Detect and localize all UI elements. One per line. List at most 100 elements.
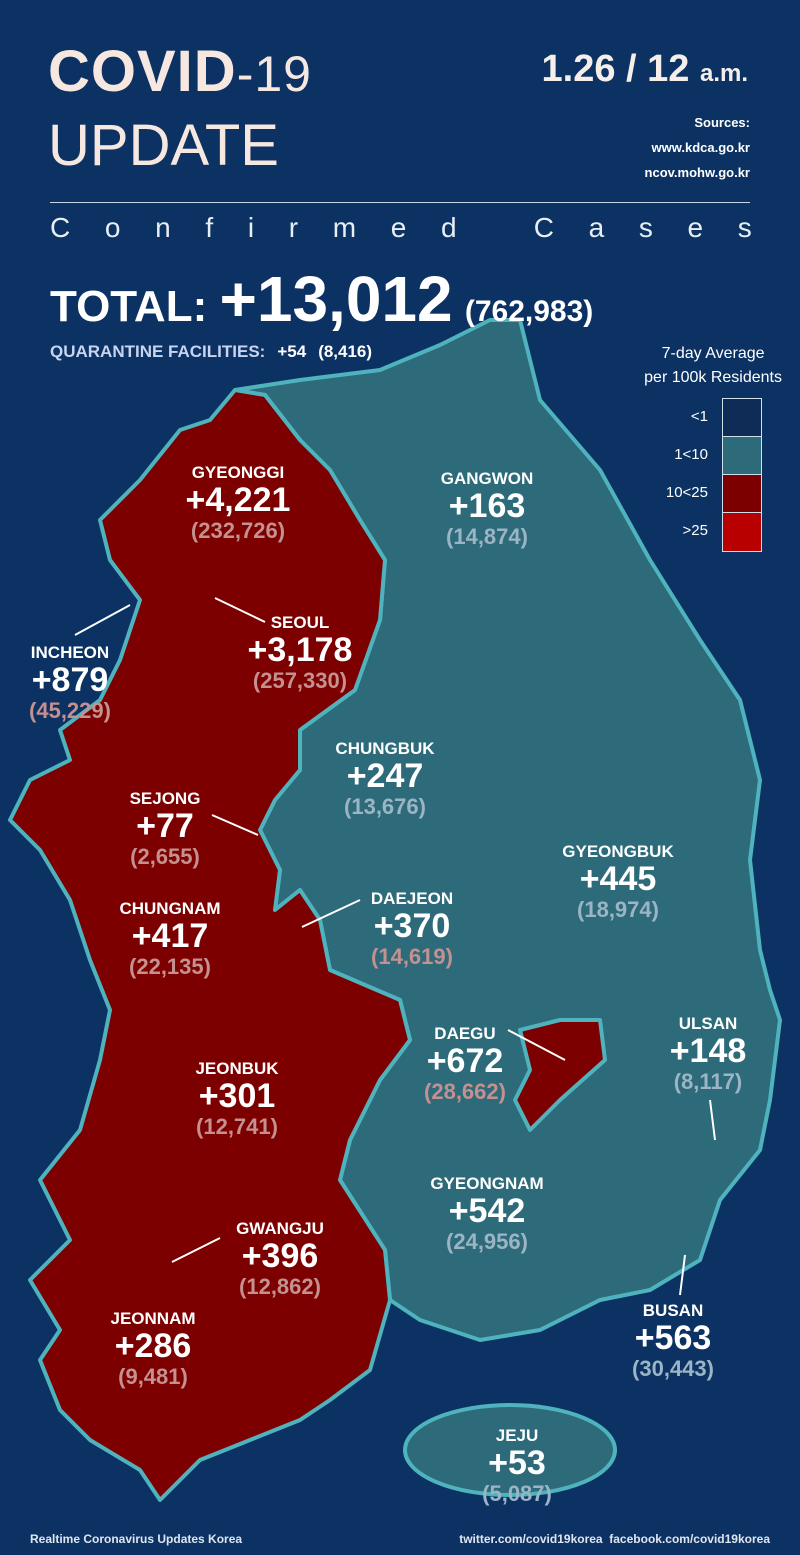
region-total: (13,676) [344, 794, 426, 819]
source-link[interactable]: www.kdca.go.kr [651, 140, 751, 155]
sources: Sources: www.kdca.go.kr ncov.mohw.go.kr [645, 110, 750, 185]
region-gyeonggi: GYEONGGI +4,221 (232,726) [186, 464, 291, 542]
heading-letter: f [205, 212, 214, 243]
region-incheon: INCHEON +879 (45,229) [29, 644, 111, 722]
region-new: +163 [448, 487, 526, 525]
region-total: (28,662) [424, 1079, 506, 1104]
region-gyeongbuk: GYEONGBUK +445 (18,974) [562, 843, 673, 921]
legend-label: <1 [690, 408, 708, 425]
region-new: +563 [634, 1319, 712, 1357]
region-daegu: DAEGU +672 (28,662) [424, 1025, 506, 1103]
region-gyeongnam: GYEONGNAM +542 (24,956) [430, 1175, 543, 1253]
region-total: (2,655) [130, 844, 200, 869]
region-name: SEJONG [129, 789, 201, 808]
heading-letter: m [332, 212, 357, 243]
region-gangwon: GANGWON +163 (14,874) [441, 470, 534, 548]
region-new: +542 [448, 1192, 526, 1230]
region-new: +286 [114, 1327, 192, 1365]
region-new: +672 [426, 1042, 504, 1080]
region-ulsan: ULSAN +148 (8,117) [670, 1015, 747, 1093]
heading-letter: r [288, 212, 299, 243]
region-jeju: JEJU +53 (5,087) [482, 1427, 552, 1505]
legend-label: 1<10 [674, 446, 708, 463]
subtitle: UPDATE [48, 113, 279, 178]
heading-letter: a [588, 212, 605, 243]
leader-incheon [74, 604, 131, 636]
region-new: +247 [346, 757, 424, 795]
region-name: ULSAN [678, 1014, 738, 1033]
region-total: (12,862) [239, 1274, 321, 1299]
heading-letter: n [155, 212, 171, 243]
leader-ulsan [709, 1099, 716, 1141]
region-name: CHUNGBUK [335, 739, 435, 758]
region-new: +417 [131, 917, 209, 955]
region-name: GYEONGBUK [562, 842, 674, 861]
legend-swatches [722, 398, 762, 552]
region-new: +301 [198, 1077, 276, 1115]
region-jeonnam: JEONNAM +286 (9,481) [110, 1310, 195, 1388]
heading-letter: e [687, 212, 704, 243]
date: 1.26 / 12 a.m. [541, 48, 749, 90]
region-busan: BUSAN +563 (30,443) [632, 1302, 714, 1380]
region-total: (24,956) [446, 1229, 528, 1254]
legend-label: 10<25 [665, 484, 708, 501]
legend-swatch [723, 399, 761, 437]
title: COVID-19 [48, 39, 312, 104]
region-gwangju: GWANGJU +396 (12,862) [236, 1220, 324, 1298]
heading-letter: o [104, 212, 121, 243]
region-name: DAEJEON [370, 889, 454, 908]
legend-swatch [723, 475, 761, 513]
source-link[interactable]: ncov.mohw.go.kr [644, 165, 750, 180]
region-name: JEONNAM [110, 1309, 196, 1328]
heading-letter: e [390, 212, 407, 243]
heading-letter: s [638, 212, 653, 243]
leader-daegu [507, 1029, 566, 1061]
region-new: +4,221 [185, 481, 291, 519]
region-name: CHUNGNAM [119, 899, 221, 918]
sources-label: Sources: [694, 115, 750, 130]
region-new: +396 [241, 1237, 319, 1275]
region-total: (232,726) [190, 518, 286, 543]
region-name: JEONBUK [195, 1059, 279, 1078]
region-jeonbuk: JEONBUK +301 (12,741) [195, 1060, 278, 1138]
map-region-west [8, 388, 412, 1502]
region-name: GWANGJU [236, 1219, 324, 1238]
region-name: GANGWON [440, 469, 534, 488]
region-name: GYEONGGI [191, 463, 285, 482]
region-new: +77 [136, 807, 194, 845]
region-chungbuk: CHUNGBUK +247 (13,676) [335, 740, 434, 818]
region-new: +879 [31, 661, 109, 699]
region-name: DAEGU [434, 1024, 496, 1043]
region-name: SEOUL [270, 613, 330, 632]
region-new: +445 [579, 860, 657, 898]
region-total: (14,619) [371, 944, 453, 969]
region-new: +53 [488, 1444, 546, 1482]
region-new: +3,178 [247, 631, 353, 669]
region-sejong: SEJONG +77 (2,655) [130, 790, 201, 868]
region-total: (30,443) [632, 1356, 714, 1381]
footer-right[interactable]: twitter.com/covid19korea facebook.com/co… [459, 1532, 770, 1546]
legend-swatch [723, 513, 761, 551]
leader-daejeon [301, 899, 361, 928]
region-total: (8,117) [673, 1069, 743, 1094]
region-total: (45,229) [29, 698, 111, 723]
divider [50, 202, 750, 203]
region-name: INCHEON [30, 643, 110, 662]
heading-letter: d [441, 212, 457, 243]
leader-busan [679, 1254, 686, 1296]
region-total: (14,874) [446, 524, 528, 549]
map-region-jeju [403, 1403, 617, 1497]
total: TOTAL: +13,012 (762,983) [50, 263, 594, 335]
region-name: BUSAN [642, 1301, 704, 1320]
region-name: GYEONGNAM [430, 1174, 544, 1193]
region-seoul: SEOUL +3,178 (257,330) [248, 614, 353, 692]
heading-letter: i [247, 212, 255, 243]
region-chungnam: CHUNGNAM +417 (22,135) [119, 900, 220, 978]
legend-label: >25 [682, 522, 708, 539]
region-total: (5,087) [482, 1481, 552, 1506]
heading-letter [491, 212, 499, 244]
region-total: (9,481) [118, 1364, 188, 1389]
region-total: (257,330) [252, 668, 348, 693]
